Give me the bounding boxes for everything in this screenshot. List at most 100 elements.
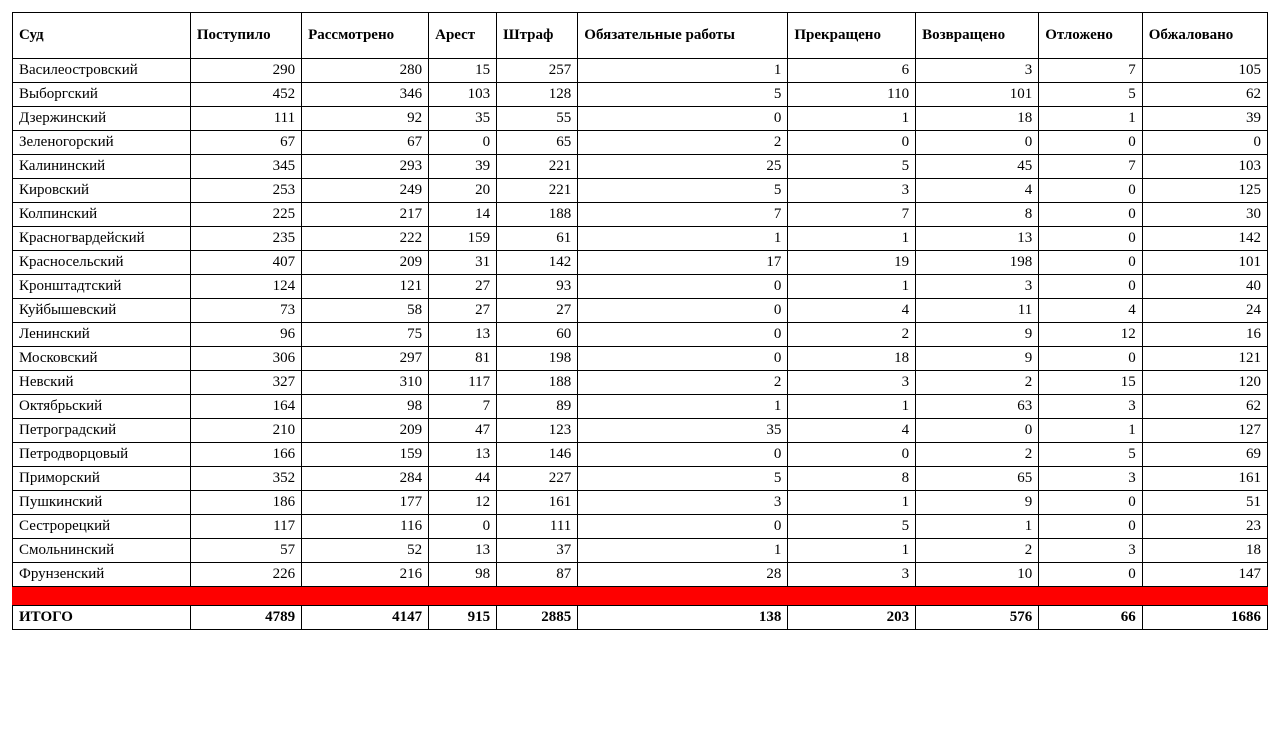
value-cell: 44	[429, 467, 497, 491]
value-cell: 18	[1142, 539, 1267, 563]
table-row: Приморский3522844422758653161	[13, 467, 1268, 491]
value-cell: 1	[578, 539, 788, 563]
value-cell: 81	[429, 347, 497, 371]
value-cell: 3	[1039, 467, 1143, 491]
value-cell: 25	[578, 155, 788, 179]
value-cell: 58	[302, 299, 429, 323]
value-cell: 123	[497, 419, 578, 443]
court-name-cell: Красносельский	[13, 251, 191, 275]
total-value-cell: 915	[429, 606, 497, 630]
value-cell: 14	[429, 203, 497, 227]
value-cell: 1	[788, 491, 916, 515]
value-cell: 117	[190, 515, 301, 539]
value-cell: 116	[302, 515, 429, 539]
value-cell: 0	[1039, 179, 1143, 203]
value-cell: 73	[190, 299, 301, 323]
value-cell: 1	[1039, 107, 1143, 131]
value-cell: 8	[788, 467, 916, 491]
value-cell: 142	[497, 251, 578, 275]
court-name-cell: Пушкинский	[13, 491, 191, 515]
value-cell: 69	[1142, 443, 1267, 467]
value-cell: 253	[190, 179, 301, 203]
table-header-row: СудПоступилоРассмотреноАрестШтрафОбязате…	[13, 13, 1268, 59]
value-cell: 0	[578, 515, 788, 539]
value-cell: 5	[1039, 83, 1143, 107]
court-name-cell: Колпинский	[13, 203, 191, 227]
value-cell: 11	[916, 299, 1039, 323]
value-cell: 0	[578, 107, 788, 131]
value-cell: 227	[497, 467, 578, 491]
column-header: Обязательные работы	[578, 13, 788, 59]
table-row: Калининский34529339221255457103	[13, 155, 1268, 179]
value-cell: 92	[302, 107, 429, 131]
column-header: Прекращено	[788, 13, 916, 59]
spacer-row	[13, 587, 1268, 606]
court-name-cell: Выборгский	[13, 83, 191, 107]
value-cell: 65	[497, 131, 578, 155]
value-cell: 103	[1142, 155, 1267, 179]
value-cell: 65	[916, 467, 1039, 491]
value-cell: 2	[578, 131, 788, 155]
value-cell: 5	[578, 179, 788, 203]
column-header: Возвращено	[916, 13, 1039, 59]
value-cell: 280	[302, 59, 429, 83]
court-name-cell: Сестрорецкий	[13, 515, 191, 539]
table-row: Петроградский2102094712335401127	[13, 419, 1268, 443]
value-cell: 39	[429, 155, 497, 179]
value-cell: 39	[1142, 107, 1267, 131]
court-name-cell: Красногвардейский	[13, 227, 191, 251]
value-cell: 1	[788, 275, 916, 299]
value-cell: 3	[788, 371, 916, 395]
value-cell: 2	[916, 443, 1039, 467]
value-cell: 13	[916, 227, 1039, 251]
value-cell: 0	[788, 443, 916, 467]
value-cell: 35	[429, 107, 497, 131]
column-header: Поступило	[190, 13, 301, 59]
value-cell: 0	[1039, 563, 1143, 587]
value-cell: 0	[578, 443, 788, 467]
value-cell: 89	[497, 395, 578, 419]
value-cell: 9	[916, 491, 1039, 515]
value-cell: 5	[788, 155, 916, 179]
value-cell: 27	[497, 299, 578, 323]
court-name-cell: Кронштадтский	[13, 275, 191, 299]
value-cell: 0	[1142, 131, 1267, 155]
court-name-cell: Дзержинский	[13, 107, 191, 131]
value-cell: 0	[1039, 227, 1143, 251]
total-value-cell: 4147	[302, 606, 429, 630]
value-cell: 3	[916, 275, 1039, 299]
court-name-cell: Петроградский	[13, 419, 191, 443]
table-row: Октябрьский164987891163362	[13, 395, 1268, 419]
table-row: Пушкинский18617712161319051	[13, 491, 1268, 515]
value-cell: 124	[190, 275, 301, 299]
value-cell: 217	[302, 203, 429, 227]
table-row: Василеостровский290280152571637105	[13, 59, 1268, 83]
value-cell: 249	[302, 179, 429, 203]
value-cell: 159	[302, 443, 429, 467]
value-cell: 198	[916, 251, 1039, 275]
value-cell: 4	[788, 299, 916, 323]
value-cell: 1	[788, 395, 916, 419]
value-cell: 40	[1142, 275, 1267, 299]
value-cell: 12	[1039, 323, 1143, 347]
value-cell: 52	[302, 539, 429, 563]
table-row: Петродворцовый16615913146002569	[13, 443, 1268, 467]
value-cell: 31	[429, 251, 497, 275]
value-cell: 51	[1142, 491, 1267, 515]
table-row: Сестрорецкий1171160111051023	[13, 515, 1268, 539]
value-cell: 0	[429, 515, 497, 539]
value-cell: 2	[578, 371, 788, 395]
value-cell: 3	[578, 491, 788, 515]
court-name-cell: Смольнинский	[13, 539, 191, 563]
value-cell: 62	[1142, 83, 1267, 107]
value-cell: 27	[429, 275, 497, 299]
value-cell: 8	[916, 203, 1039, 227]
value-cell: 290	[190, 59, 301, 83]
value-cell: 15	[1039, 371, 1143, 395]
value-cell: 2	[916, 371, 1039, 395]
court-name-cell: Ленинский	[13, 323, 191, 347]
value-cell: 45	[916, 155, 1039, 179]
value-cell: 0	[578, 275, 788, 299]
value-cell: 75	[302, 323, 429, 347]
value-cell: 1	[578, 395, 788, 419]
